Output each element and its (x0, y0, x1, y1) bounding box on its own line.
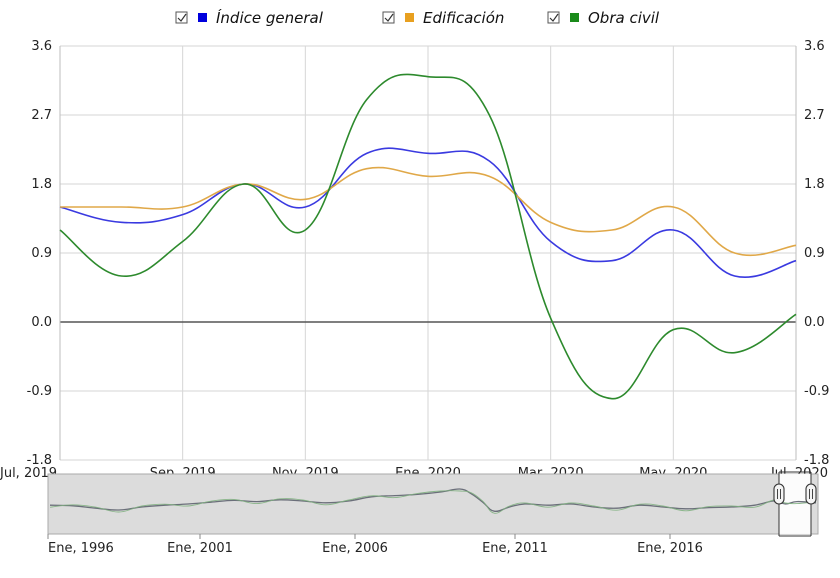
y-tick-label-left: -1.8 (27, 453, 52, 468)
y-axis-right: 3.6 2.7 1.8 0.9 0.0 -0.9 -1.8 (804, 39, 829, 468)
navigator-tick-label: Ene, 1996 (48, 541, 114, 556)
legend-swatch (198, 13, 207, 22)
legend-checkbox (175, 11, 188, 24)
legend-check-icon (177, 13, 187, 22)
plot-frame (59, 46, 797, 460)
y-tick-label-left: 1.8 (31, 177, 52, 192)
y-axis-left: 3.6 2.7 1.8 0.9 0.0 -0.9 -1.8 (27, 39, 52, 468)
legend-checkbox (382, 11, 395, 24)
y-tick-label-left: 3.6 (31, 39, 52, 54)
y-tick-label-right: 0.0 (804, 315, 825, 330)
navigator-series (49, 488, 817, 513)
navigator-axis: Ene, 1996 Ene, 2001 Ene, 2006 Ene, 2011 Ene,… (47, 534, 703, 556)
navigator-tick-label: Ene, 2016 (637, 541, 703, 556)
y-tick-label-right: 1.8 (804, 177, 825, 192)
y-tick-label-right: 0.9 (804, 246, 825, 261)
legend-check-icon (549, 13, 559, 22)
series-line-3 (59, 73, 797, 400)
navigator-tick-label: Ene, 2011 (482, 541, 548, 556)
navigator-series-green (49, 490, 817, 514)
navigator-tick-label: Ene, 2001 (167, 541, 233, 556)
legend-swatch (570, 13, 579, 22)
navigator-tick-label: Ene, 2006 (322, 541, 388, 556)
navigator-handle-right (805, 483, 817, 505)
series-line-1 (59, 147, 797, 278)
y-tick-label-right: -0.9 (804, 384, 829, 399)
legend-label: Obra civil (588, 9, 660, 27)
series-layer (59, 73, 797, 400)
legend-swatch (405, 13, 414, 22)
legend: Índice general Edificación Obra civil (175, 8, 660, 27)
navigator-handle-left (773, 483, 785, 505)
legend-label: Índice general (216, 8, 324, 27)
legend-check-icon (384, 13, 394, 22)
y-tick-label-left: 0.9 (31, 246, 52, 261)
y-tick-label-left: 0.0 (31, 315, 52, 330)
grid (59, 45, 797, 461)
y-tick-label-right: -1.8 (804, 453, 829, 468)
x-tick-label: Jul, 2019 (0, 466, 57, 481)
y-tick-label-right: 2.7 (804, 108, 825, 123)
y-tick-label-right: 3.6 (804, 39, 825, 54)
legend-checkbox (547, 11, 560, 24)
series-line-2 (59, 166, 797, 257)
legend-label: Edificación (423, 9, 504, 27)
range-navigator[interactable] (47, 471, 819, 537)
y-tick-label-left: 2.7 (31, 108, 52, 123)
y-tick-label-left: -0.9 (27, 384, 52, 399)
